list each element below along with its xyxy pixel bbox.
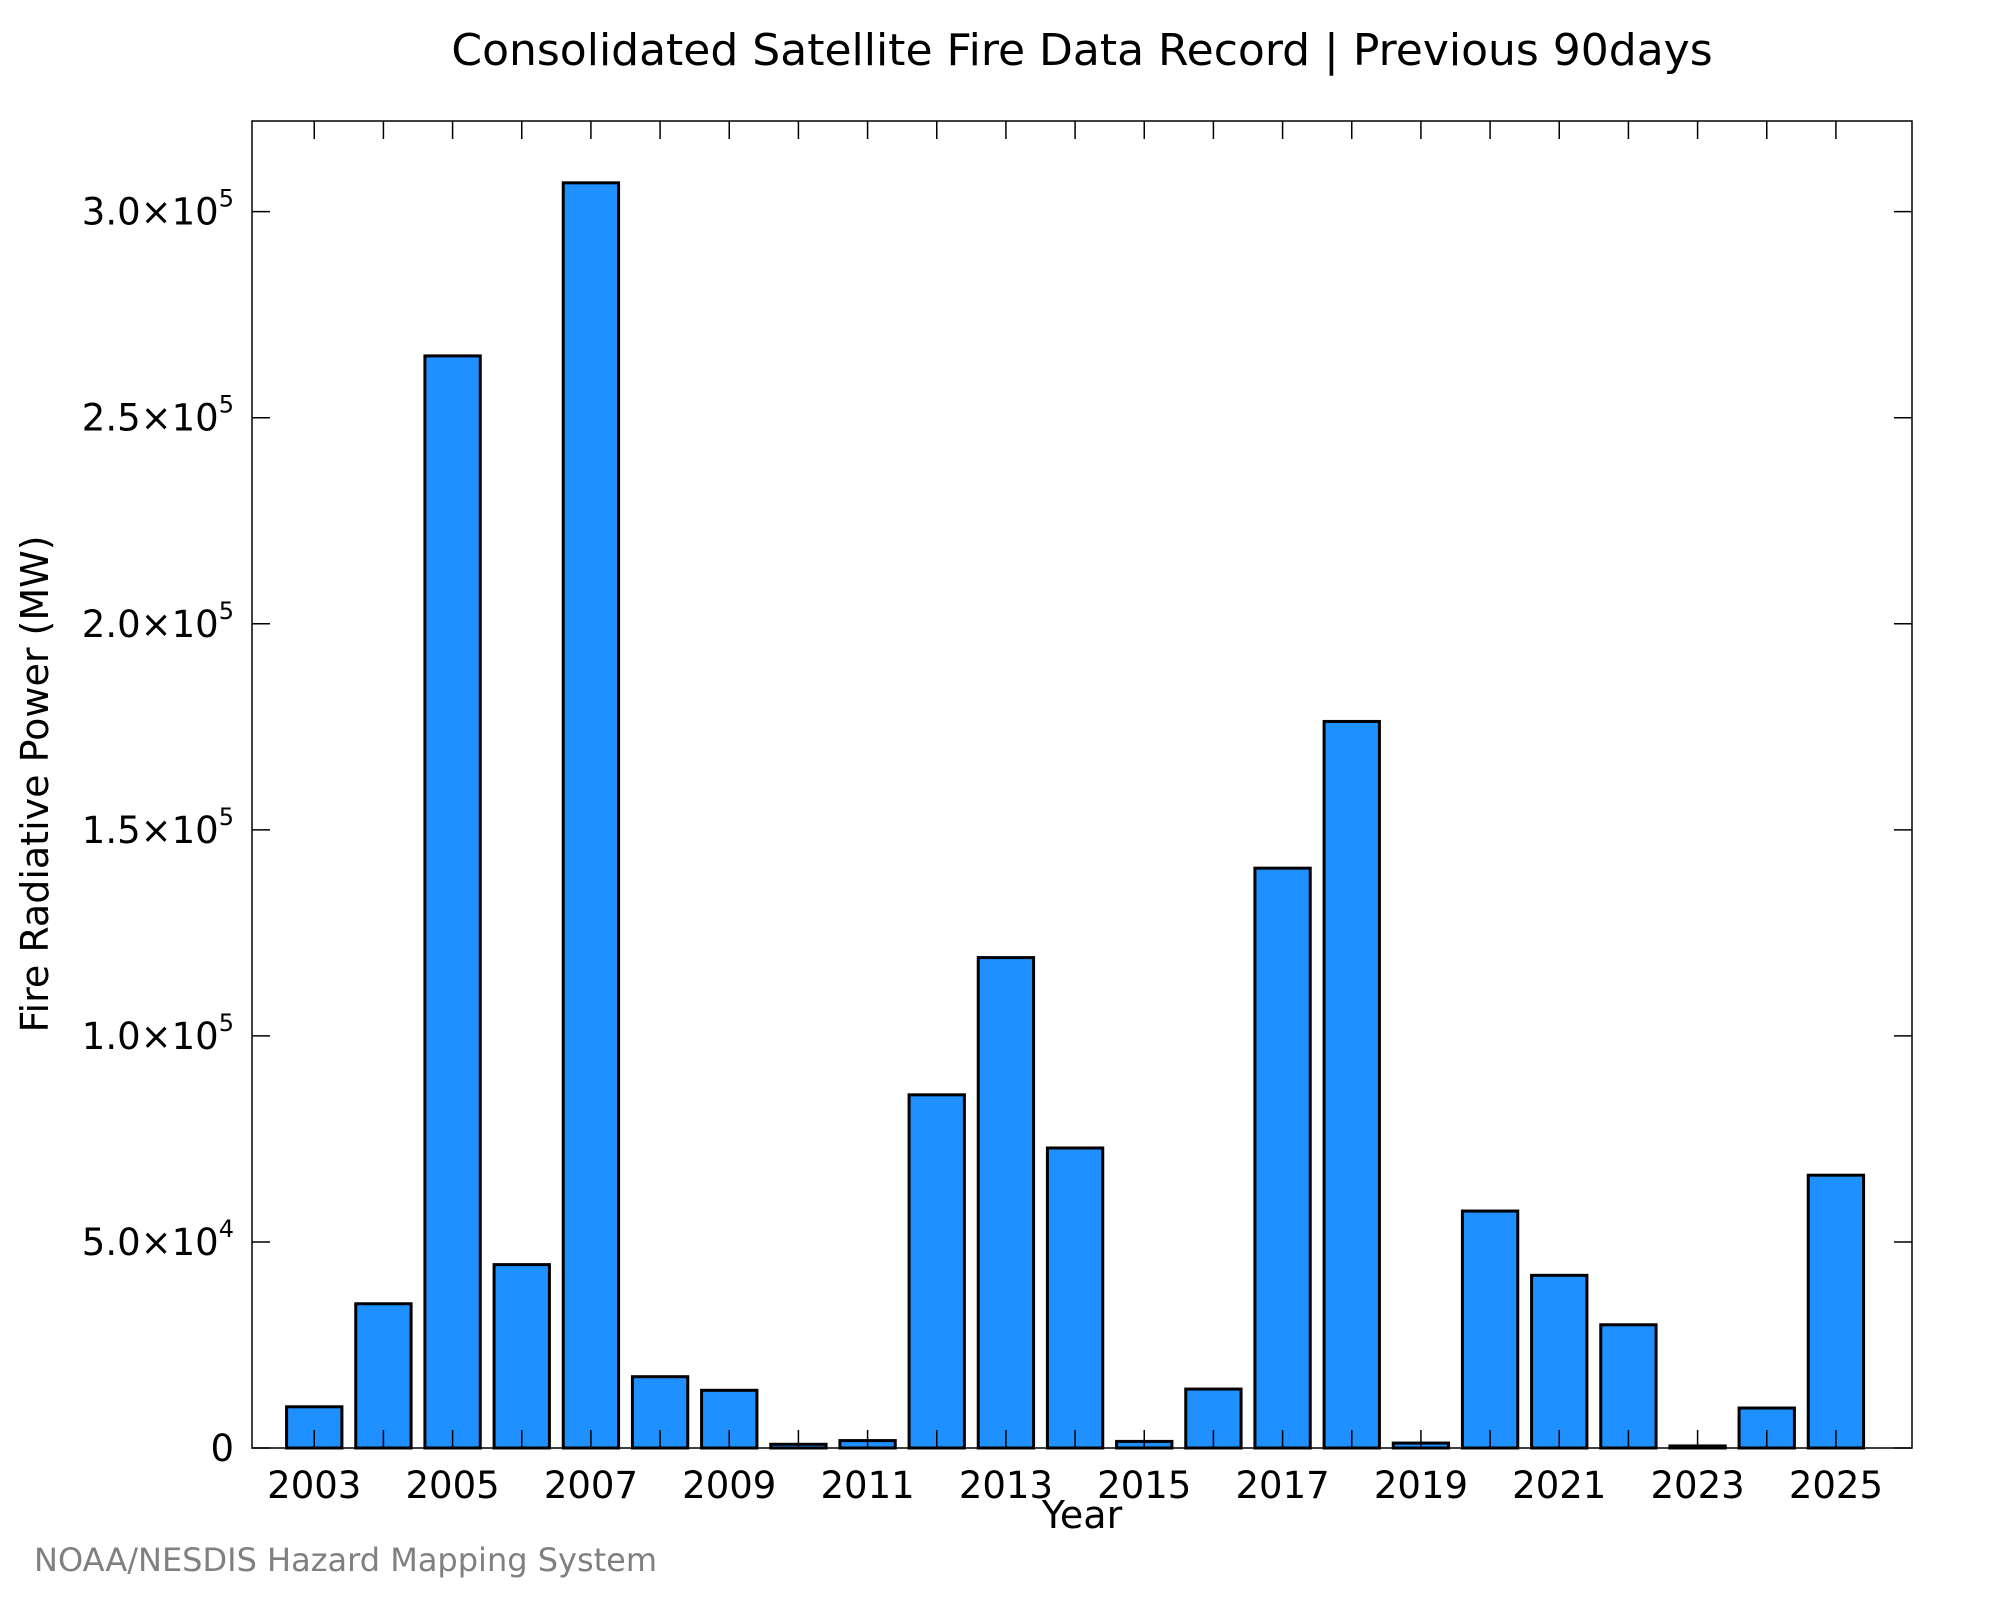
bar-2004 — [354, 1302, 413, 1450]
y-tick-label-100000: 1.0×105 — [82, 1009, 234, 1058]
x-tick-label-2017: 2017 — [1235, 1464, 1329, 1507]
bar-2014 — [1045, 1146, 1105, 1450]
bar-2007 — [561, 181, 621, 1450]
x-tick-label-2015: 2015 — [1097, 1464, 1191, 1507]
bar-2022 — [1599, 1323, 1658, 1450]
chart-title: Consolidated Satellite Fire Data Record … — [451, 25, 1712, 76]
bar-2006 — [492, 1263, 551, 1450]
bar-2025 — [1806, 1173, 1866, 1450]
y-tick-label-200000: 2.0×105 — [82, 597, 234, 646]
bar-2016 — [1184, 1387, 1243, 1450]
plot-frame — [251, 120, 1913, 1449]
x-tick-label-2013: 2013 — [959, 1464, 1053, 1507]
x-tick-label-2009: 2009 — [682, 1464, 776, 1507]
x-tick-label-2005: 2005 — [405, 1464, 499, 1507]
x-tick-label-2003: 2003 — [267, 1464, 361, 1507]
x-tick-label-2019: 2019 — [1374, 1464, 1468, 1507]
y-tick-label-0: 0 — [210, 1427, 234, 1470]
y-tick-label-50000: 5.0×104 — [82, 1215, 234, 1264]
bar-2012 — [907, 1093, 966, 1450]
bar-2005 — [423, 354, 482, 1450]
y-tick-label-300000: 3.0×105 — [82, 185, 234, 234]
x-tick-label-2025: 2025 — [1789, 1464, 1883, 1507]
bars-layer — [285, 181, 1866, 1450]
source-note: NOAA/NESDIS Hazard Mapping System — [34, 1541, 657, 1579]
x-tick-label-2011: 2011 — [820, 1464, 914, 1507]
x-tick-label-2007: 2007 — [544, 1464, 638, 1507]
x-tick-label-2021: 2021 — [1512, 1464, 1606, 1507]
y-axis-label: Fire Radiative Power (MW) — [13, 535, 57, 1032]
y-tick-label-250000: 2.5×105 — [82, 391, 234, 440]
ticks-layer: 2003 2005 2007 2009 2011 2013 2015 2017 2019 2021… — [82, 121, 1912, 1507]
y-tick-label-150000: 1.5×105 — [82, 803, 234, 852]
bar-2013 — [976, 956, 1036, 1450]
bar-2020 — [1460, 1209, 1520, 1450]
bar-2018 — [1322, 719, 1381, 1450]
bar-2017 — [1253, 866, 1312, 1450]
x-axis-label: Year — [1041, 1493, 1123, 1537]
bar-2021 — [1530, 1273, 1589, 1450]
x-tick-label-2023: 2023 — [1650, 1464, 1744, 1507]
